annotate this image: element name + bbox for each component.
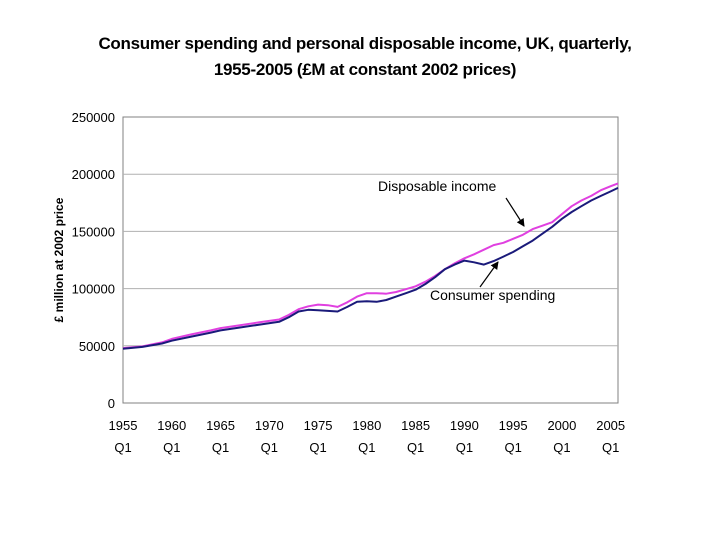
chart-title-line-2: 1955-2005 (£M at constant 2002 prices): [213, 60, 517, 79]
x-tick-label-year: 1970: [255, 418, 284, 433]
x-tick-label-quarter: Q1: [553, 440, 570, 455]
annotation-disposable-income: Disposable income: [378, 178, 496, 194]
y-axis-label: £ million at 2002 price: [52, 197, 66, 322]
x-tick-label-year: 1955: [109, 418, 138, 433]
x-tick-label-quarter: Q1: [114, 440, 131, 455]
x-tick-label-quarter: Q1: [358, 440, 375, 455]
x-tick-label-quarter: Q1: [212, 440, 229, 455]
x-tick-label-year: 2000: [547, 418, 576, 433]
x-tick-label-year: 1990: [450, 418, 479, 433]
x-axis-ticks: 1955 Q1 1960 Q1 1965 Q1 1970 Q1 1975 Q1 1980 Q1 1985…: [109, 418, 626, 455]
x-tick-label-quarter: Q1: [163, 440, 180, 455]
y-tick-label: 150000: [72, 224, 115, 239]
plot-area: [122, 116, 619, 404]
x-tick-label-year: 1980: [352, 418, 381, 433]
x-tick-label-quarter: Q1: [261, 440, 278, 455]
y-tick-label: 100000: [72, 282, 115, 297]
x-tick-label-year: 1985: [401, 418, 430, 433]
y-tick-label: 200000: [72, 167, 115, 182]
y-tick-label: 250000: [72, 110, 115, 125]
consumer-spending-line: [122, 186, 619, 350]
annotations: Disposable income Consumer spending: [378, 178, 555, 303]
x-tick-label-year: 1995: [499, 418, 528, 433]
y-tick-label: 0: [108, 396, 115, 411]
series-lines: [122, 182, 619, 350]
y-axis-ticks: 0 50000 100000 150000 200000 250000: [72, 110, 115, 411]
annotation-arrow-spending: [479, 261, 499, 288]
x-tick-label-quarter: Q1: [456, 440, 473, 455]
y-tick-label: 50000: [79, 339, 115, 354]
gridlines: [123, 173, 618, 347]
x-tick-label-year: 1975: [304, 418, 333, 433]
x-tick-label-quarter: Q1: [407, 440, 424, 455]
annotation-arrow-income: [505, 197, 525, 227]
x-tick-label-year: 2005: [596, 418, 625, 433]
x-tick-label-year: 1960: [157, 418, 186, 433]
disposable-income-line: [122, 182, 619, 350]
x-tick-label-year: 1965: [206, 418, 235, 433]
annotation-consumer-spending: Consumer spending: [430, 287, 555, 303]
chart-title-line-1: Consumer spending and personal disposabl…: [98, 34, 632, 53]
x-tick-label-quarter: Q1: [602, 440, 619, 455]
x-tick-label-quarter: Q1: [504, 440, 521, 455]
x-tick-label-quarter: Q1: [309, 440, 326, 455]
